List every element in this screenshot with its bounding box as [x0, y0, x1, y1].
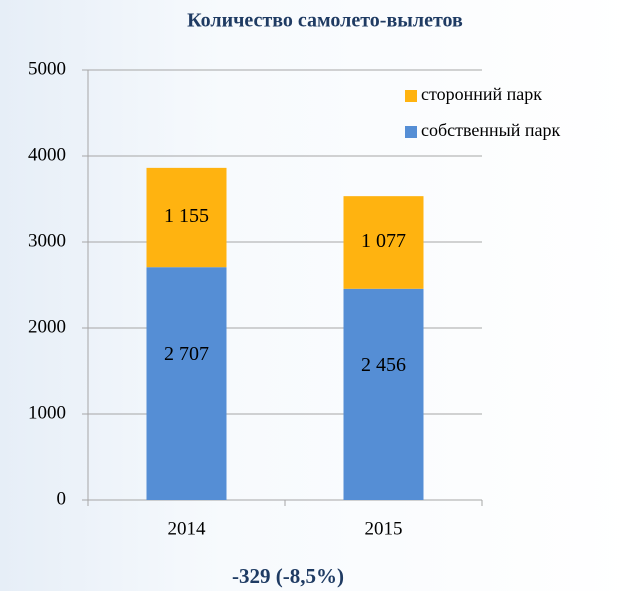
annotation: -329 (-8,5%) [232, 564, 344, 588]
value-label: 2 456 [361, 354, 406, 376]
bar-segment [146, 267, 227, 500]
x-tick-label: 2014 [168, 518, 207, 539]
legend-swatch [405, 90, 417, 102]
bar-segment [146, 167, 227, 268]
legend-label: сторонний парк [421, 84, 542, 104]
bar-segment [343, 196, 424, 289]
chart-title: Количество самолето-вылетов [187, 10, 463, 32]
y-tick-label: 0 [57, 488, 67, 509]
y-tick-label: 4000 [28, 144, 66, 165]
y-tick-label: 5000 [28, 58, 66, 79]
value-label: 1 077 [361, 230, 406, 252]
legend-swatch [405, 126, 417, 138]
y-tick-label: 1000 [28, 402, 66, 423]
bar-segment [343, 288, 424, 500]
legend-label: собственный парк [421, 120, 561, 140]
value-label: 1 155 [164, 205, 209, 227]
x-tick-label: 2015 [365, 518, 403, 539]
value-label: 2 707 [164, 343, 209, 365]
y-tick-label: 2000 [28, 316, 66, 337]
y-tick-label: 3000 [28, 230, 66, 251]
